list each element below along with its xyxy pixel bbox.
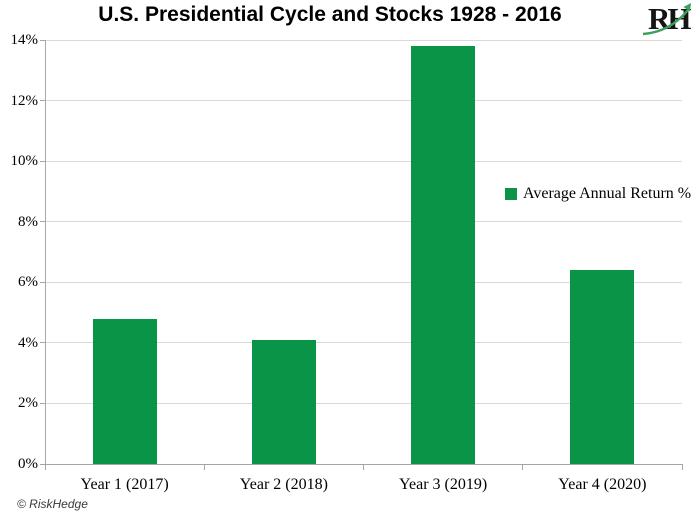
copyright-credit: © RiskHedge <box>17 497 88 511</box>
bar-year-1-2017- <box>92 318 157 464</box>
x-tick-mark <box>44 464 46 470</box>
y-axis-line <box>45 40 46 470</box>
x-category-label: Year 1 (2017) <box>80 476 169 493</box>
y-tick-label: 2% <box>18 395 38 412</box>
y-tick-label: 4% <box>18 334 38 351</box>
x-axis-line <box>40 464 682 465</box>
gridline-6pct <box>45 281 682 283</box>
y-tick-mark <box>40 160 45 162</box>
y-tick-label: 12% <box>10 92 39 109</box>
x-category-label: Year 3 (2019) <box>399 476 488 493</box>
legend-label: Average Annual Return % <box>523 185 692 202</box>
y-tick-mark <box>40 221 45 223</box>
gridline-14pct <box>45 39 682 41</box>
logo-growth-arrow-icon <box>642 3 691 36</box>
legend-color-swatch <box>505 188 517 200</box>
legend: Average Annual Return % <box>505 186 691 202</box>
x-tick-mark <box>203 464 205 470</box>
bar-year-2-2018- <box>251 339 316 464</box>
gridline-2pct <box>45 402 682 404</box>
x-tick-mark <box>363 464 364 470</box>
gridline-8pct <box>45 221 682 223</box>
y-tick-mark <box>40 100 45 102</box>
chart-title: U.S. Presidential Cycle and Stocks 1928 … <box>98 3 562 26</box>
bar-year-4-2020- <box>570 270 635 464</box>
y-tick-label: 14% <box>10 32 39 48</box>
riskhedge-logo: RH <box>642 1 696 41</box>
y-tick-label: 6% <box>18 274 38 291</box>
y-tick-mark <box>40 402 45 404</box>
y-tick-label: 8% <box>18 213 38 230</box>
gridline-4pct <box>45 342 682 344</box>
y-tick-mark <box>40 342 45 344</box>
y-tick-label: 0% <box>18 456 38 472</box>
y-tick-mark <box>40 39 45 41</box>
gridline-10pct <box>45 160 682 162</box>
bar-year-3-2019- <box>411 46 476 464</box>
x-tick-mark <box>522 464 524 470</box>
x-tick-mark <box>681 464 683 470</box>
x-category-label: Year 2 (2018) <box>239 476 328 493</box>
x-category-label: Year 4 (2020) <box>558 476 647 493</box>
y-tick-label: 10% <box>10 153 39 170</box>
y-tick-mark <box>40 281 45 283</box>
gridline-12pct <box>45 100 682 102</box>
